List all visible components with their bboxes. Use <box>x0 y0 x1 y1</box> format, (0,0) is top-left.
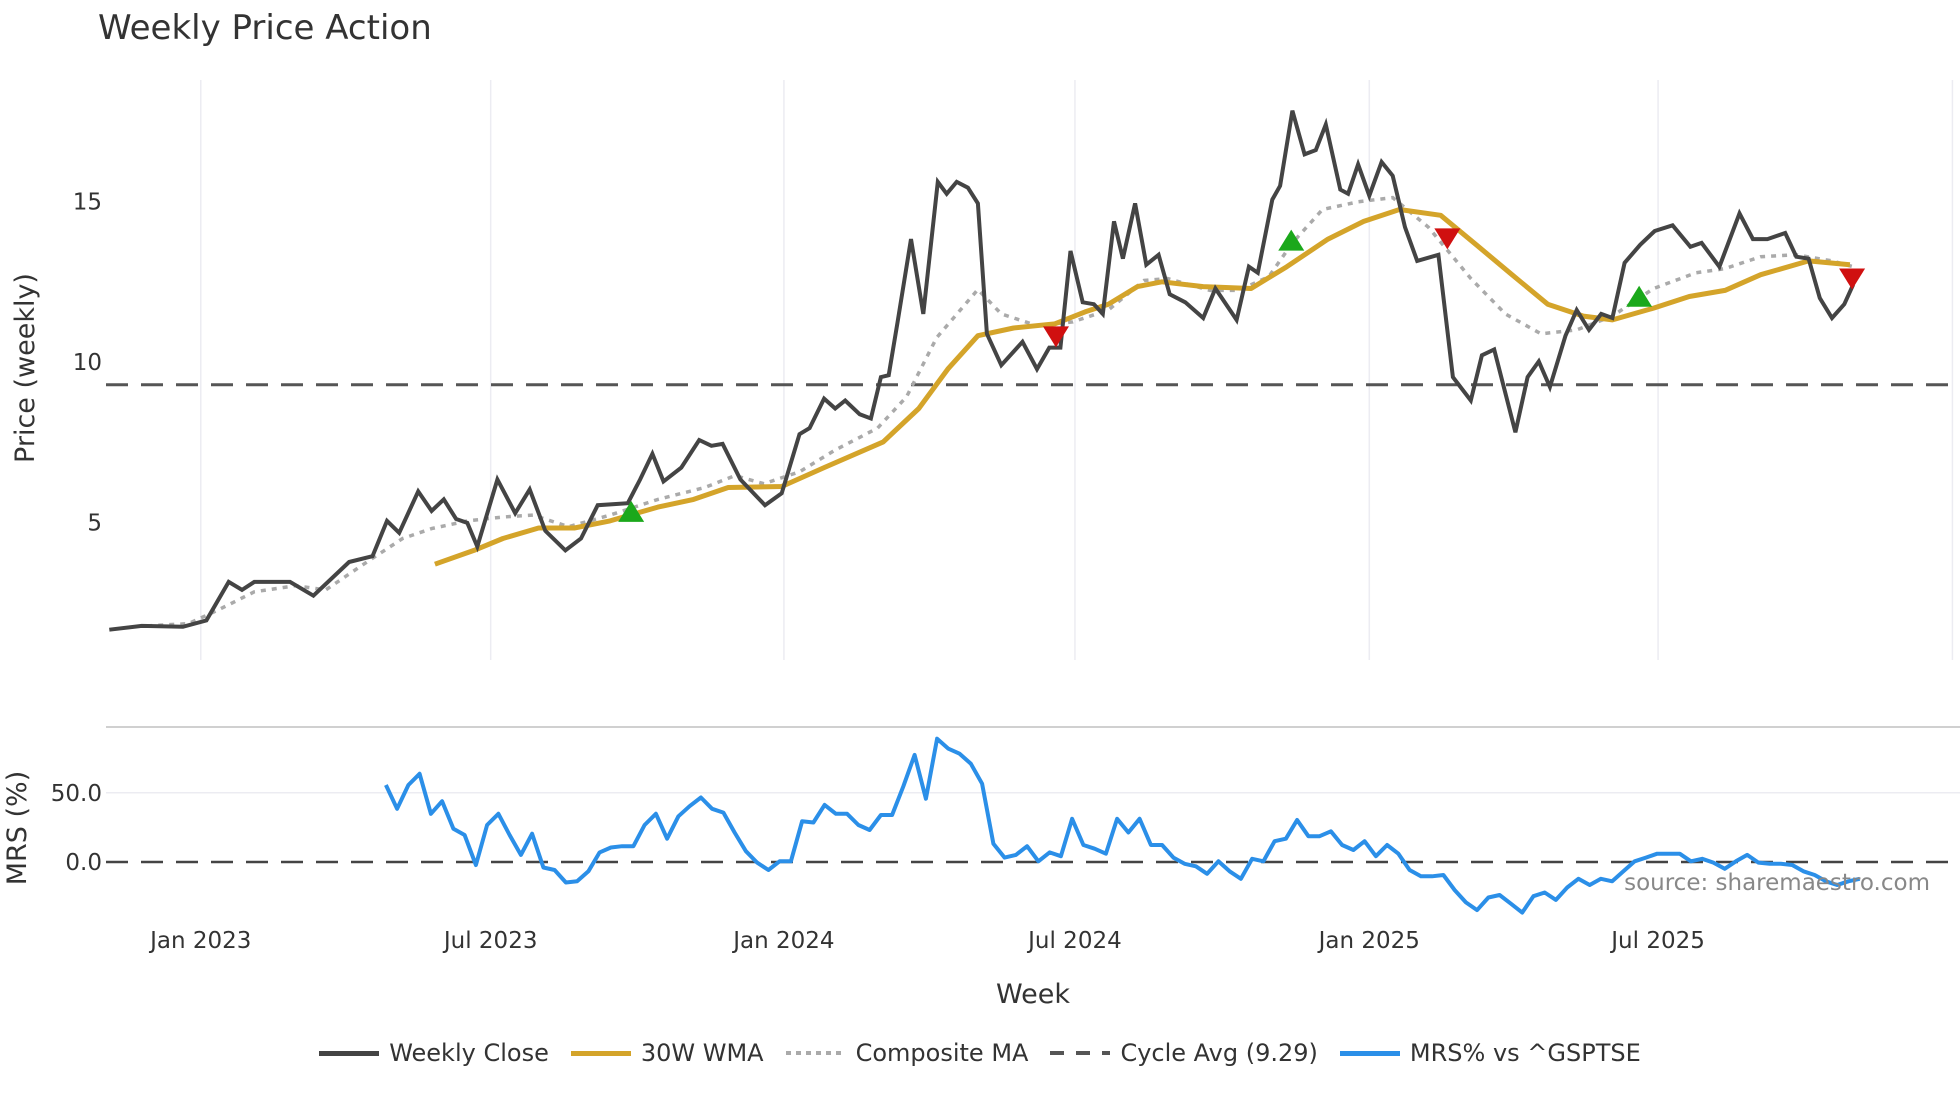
legend-item[interactable]: Composite MA <box>785 1039 1029 1067</box>
signal-markers <box>618 228 1866 522</box>
legend-label: Composite MA <box>855 1039 1029 1067</box>
composite-ma-line <box>147 195 1854 628</box>
y-tick-label: 15 <box>73 190 102 216</box>
legend-swatch-icon <box>1050 1051 1111 1055</box>
legend-swatch-icon <box>785 1051 846 1055</box>
legend-label: Cycle Avg (9.29) <box>1120 1039 1318 1067</box>
x-axis-title: Week <box>996 979 1070 1010</box>
wma-30w-line <box>434 207 1851 567</box>
x-tick-label: Jul 2025 <box>1609 928 1705 954</box>
legend-swatch-icon <box>1339 1050 1400 1056</box>
legend-item[interactable]: Weekly Close <box>319 1039 549 1067</box>
legend-label: 30W WMA <box>640 1039 764 1067</box>
mrs-y-tick-label: 0.0 <box>65 850 102 876</box>
y-tick-label: 5 <box>87 511 102 537</box>
legend-label: MRS% vs ^GSPTSE <box>1409 1039 1641 1067</box>
buy-signal-triangle-up-icon <box>1626 285 1653 307</box>
x-tick-label: Jan 2023 <box>148 928 251 954</box>
price-grid <box>200 80 1954 660</box>
buy-signal-triangle-up-icon <box>1278 229 1305 251</box>
legend: Weekly Close 30W WMA Composite MA Cycle Avg… <box>0 1036 1960 1070</box>
x-axis: Jan 2023 Jul 2023 Jan 2024 Jul 2024 Jan 2025… <box>148 928 1705 954</box>
price-y-axis-title: Price (weekly) <box>10 273 41 463</box>
sell-signal-triangle-down-icon <box>1839 268 1866 290</box>
buy-signal-triangle-up-icon <box>618 500 645 522</box>
legend-item[interactable]: 30W WMA <box>570 1039 764 1067</box>
price-y-axis: 5 10 15 <box>73 190 102 537</box>
weekly-close-line <box>109 110 1856 632</box>
legend-label: Weekly Close <box>389 1039 549 1067</box>
source-note: source: sharemaestro.com <box>1624 870 1930 896</box>
legend-item[interactable]: Cycle Avg (9.29) <box>1050 1039 1318 1067</box>
legend-swatch-icon <box>319 1050 380 1056</box>
sell-signal-triangle-down-icon <box>1042 326 1069 348</box>
x-tick-label: Jul 2023 <box>442 928 538 954</box>
sell-signal-triangle-down-icon <box>1434 228 1461 250</box>
y-tick-label: 10 <box>73 350 102 376</box>
x-tick-label: Jul 2024 <box>1026 928 1122 954</box>
x-tick-label: Jan 2024 <box>731 928 834 954</box>
mrs-y-axis-title: MRS (%) <box>2 771 33 886</box>
mrs-y-tick-label: 50.0 <box>51 781 102 807</box>
legend-item[interactable]: MRS% vs ^GSPTSE <box>1339 1039 1641 1067</box>
legend-swatch-icon <box>570 1050 631 1056</box>
x-tick-label: Jan 2025 <box>1317 928 1420 954</box>
mrs-y-axis: 0.0 50.0 <box>51 781 102 876</box>
chart-title: Weekly Price Action <box>98 8 432 48</box>
mrs-line <box>384 736 1861 915</box>
